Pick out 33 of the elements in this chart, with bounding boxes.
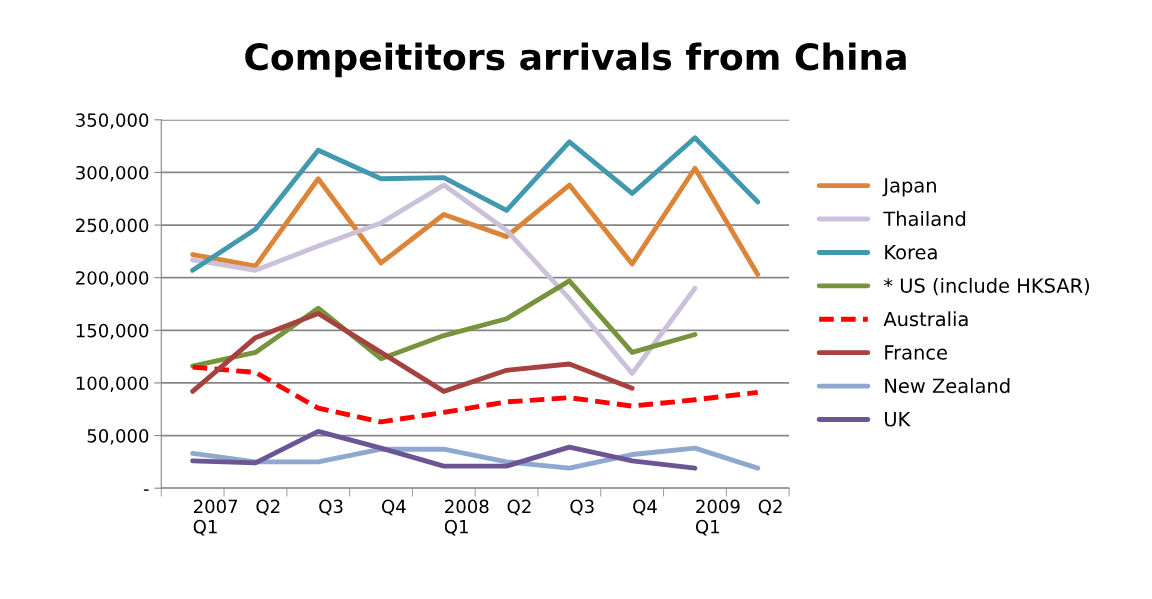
x-tick-label: Q4 [633, 499, 657, 516]
x-tick-label: 2009 Q1 [695, 499, 740, 536]
x-tick-label: 2008 Q1 [444, 499, 489, 536]
legend-label: Japan [882, 178, 936, 197]
x-tick-label: Q4 [382, 499, 406, 516]
x-tick-label: Q3 [570, 499, 594, 516]
y-tick-label: 150,000 [76, 323, 149, 340]
line-series [190, 311, 635, 394]
line-series [190, 364, 761, 425]
y-tick-label: - [143, 489, 149, 491]
x-tick-label: Q2 [507, 499, 531, 516]
y-tick-label: 250,000 [76, 218, 149, 235]
y-tick-label: 100,000 [76, 376, 149, 392]
legend-label: New Zealand [885, 378, 1010, 394]
x-tick-label: Q3 [319, 499, 343, 516]
legend-label: Thailand [883, 211, 966, 227]
line-series [190, 182, 698, 376]
x-tick-label: 2007 Q1 [193, 499, 238, 536]
y-tick-label: 50,000 [87, 429, 149, 445]
line-series [190, 165, 761, 277]
line-series [190, 135, 761, 273]
legend-label: Korea [885, 245, 937, 260]
y-tick-label: 200,000 [76, 271, 149, 287]
legend-label: France [885, 345, 947, 360]
x-tick-label: Q2 [256, 499, 280, 516]
chart-title: Compeititors arrivals from China [245, 42, 906, 78]
x-tick-label: Q2 [758, 499, 782, 516]
legend-label: * US (include HKSAR) [883, 277, 1090, 296]
legend-label: UK [885, 412, 911, 427]
line-series [190, 428, 698, 471]
legend-label: Australia [883, 311, 968, 327]
y-tick-label: 300,000 [76, 165, 149, 182]
y-tick-label: 350,000 [76, 113, 149, 129]
